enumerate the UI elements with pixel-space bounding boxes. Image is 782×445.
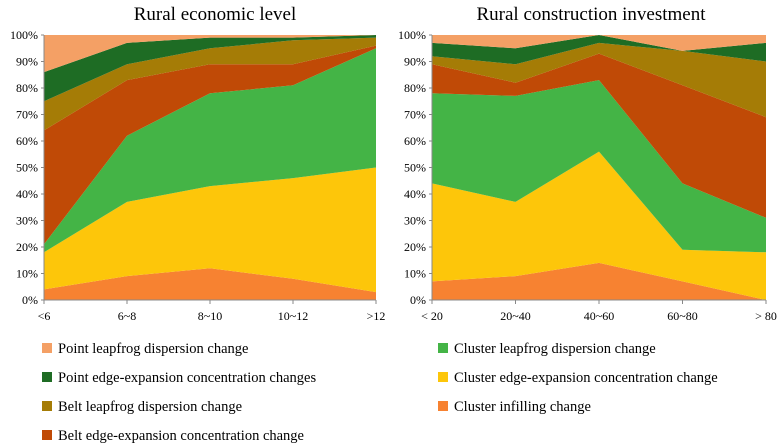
legend-label-cluster-edge-expansion-concentration-change: Cluster edge-expansion concentration cha… [454,370,718,386]
area-cluster-infilling-change-economic [44,268,376,300]
legend: Point leapfrog dispersion change Point ed… [42,341,718,444]
legend-swatch-point-leapfrog-dispersion-change [42,343,52,353]
area-cluster-leapfrog-dispersion-change-investment [432,80,766,253]
y-tick-label: 0% [410,293,426,307]
x-tick-label: 8~10 [198,309,223,323]
legend-swatch-point-edge-expansion-concentration-changes [42,372,52,382]
area-belt-leapfrog-dispersion-change-economic [44,37,376,131]
area-cluster-infilling-change-investment [432,262,766,300]
legend-label-cluster-infilling-change: Cluster infilling change [454,399,591,415]
x-tick-label: > 80 [755,309,777,323]
y-tick-label: 100% [398,28,426,42]
chart-title-investment: Rural construction investment [476,4,706,25]
y-tick-label: 60% [16,134,38,148]
x-tick-label: < 20 [421,309,443,323]
y-tick-label: 20% [404,240,426,254]
legend-swatch-cluster-leapfrog-dispersion-change [438,343,448,353]
chart-economic-level: 0% 10% 20% 30% 40% 50% 60% 70% 80% 90% 100% <6 6~8 8~… [10,28,385,323]
area-belt-edge-expansion-concentration-change-investment [432,53,766,218]
x-tick-label: 6~8 [118,309,137,323]
area-cluster-edge-expansion-concentration-change-investment [432,151,766,300]
y-tick-label: 40% [404,187,426,201]
area-point-edge-expansion-concentration-changes-economic [44,35,376,102]
y-tick-label: 40% [16,187,38,201]
y-tick-label: 80% [404,81,426,95]
y-tick-label: 10% [16,267,38,281]
y-tick-label: 10% [404,267,426,281]
x-tick-label: >12 [367,309,386,323]
y-tick-label: 60% [404,134,426,148]
y-tick-label: 30% [16,214,38,228]
area-point-edge-expansion-concentration-changes-investment [432,35,766,65]
y-tick-label: 70% [404,108,426,122]
y-tick-label: 90% [16,55,38,69]
x-tick-label: 20~40 [500,309,531,323]
x-tick-label: 60~80 [667,309,698,323]
legend-swatch-belt-leapfrog-dispersion-change [42,401,52,411]
legend-swatch-cluster-edge-expansion-concentration-change [438,372,448,382]
legend-swatch-cluster-infilling-change [438,401,448,411]
legend-label-belt-edge-expansion-concentration-change: Belt edge-expansion concentration change [58,428,304,444]
legend-label-point-edge-expansion-concentration-changes: Point edge-expansion concentration chang… [58,370,316,386]
chart-construction-investment: 0% 10% 20% 30% 40% 50% 60% 70% 80% 90% 100% < 20 20~… [398,28,777,323]
legend-label-belt-leapfrog-dispersion-change: Belt leapfrog dispersion change [58,399,242,415]
area-cluster-edge-expansion-concentration-change-economic [44,167,376,293]
y-tick-label: 90% [404,55,426,69]
x-tick-label: 10~12 [278,309,309,323]
y-tick-label: 50% [404,161,426,175]
area-belt-leapfrog-dispersion-change-investment [432,42,766,118]
y-tick-label: 100% [10,28,38,42]
y-tick-label: 50% [16,161,38,175]
y-tick-label: 30% [404,214,426,228]
legend-label-point-leapfrog-dispersion-change: Point leapfrog dispersion change [58,341,248,357]
y-tick-label: 80% [16,81,38,95]
area-cluster-leapfrog-dispersion-change-economic [44,48,376,253]
legend-label-cluster-leapfrog-dispersion-change: Cluster leapfrog dispersion change [454,341,656,357]
x-tick-label: 40~60 [584,309,615,323]
y-tick-label: 0% [22,293,38,307]
area-point-leapfrog-dispersion-change-economic [44,35,376,73]
legend-swatch-belt-edge-expansion-concentration-change [42,430,52,440]
area-belt-edge-expansion-concentration-change-economic [44,45,376,245]
x-tick-label: <6 [38,309,51,323]
y-tick-label: 70% [16,108,38,122]
y-tick-label: 20% [16,240,38,254]
chart-title-economic: Rural economic level [134,4,297,25]
area-point-leapfrog-dispersion-change-investment [432,35,766,51]
